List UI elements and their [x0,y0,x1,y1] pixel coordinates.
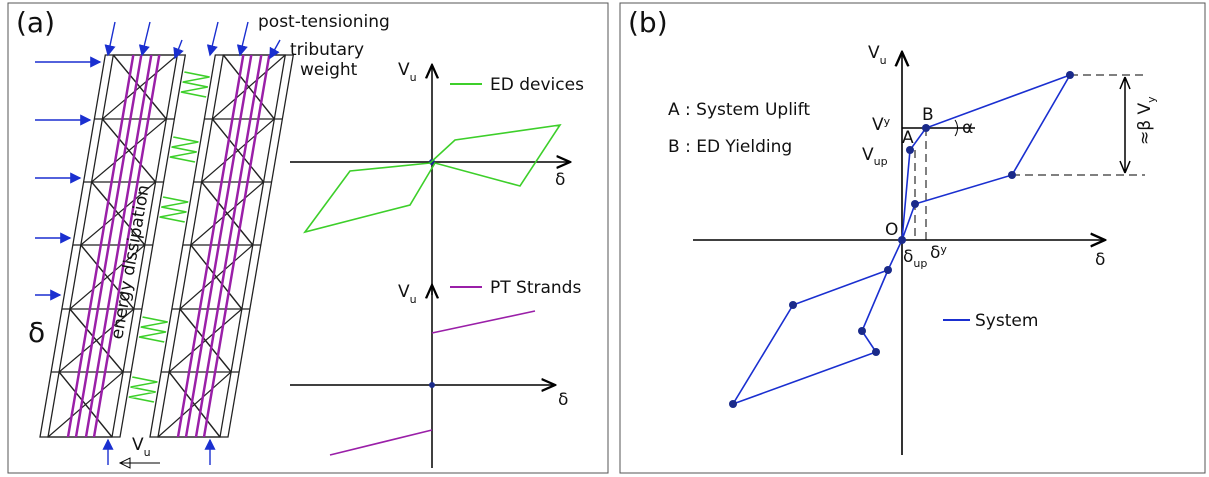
y-label: Vu [398,60,417,84]
delta-y: δy [930,243,947,263]
delta-up: δup [903,247,927,270]
x-label: δ [558,390,568,410]
origin: O [885,220,898,240]
symbol: V [398,282,410,302]
subscript: y [1145,96,1158,103]
subscript: u [410,293,417,306]
subscript: up [874,155,888,168]
post-tensioning-label: post-tensioning [258,12,390,32]
point-a: A [902,128,914,148]
point-b: B [922,105,934,125]
vup-label: Vup [862,145,888,168]
beta-vy: ≈β Vy [1135,96,1158,145]
x-label: δ [555,170,565,190]
symbol: V [398,60,410,80]
legend: PT Strands [490,278,581,298]
vy-label: Vy [872,115,891,135]
drift-label: δ [28,316,45,349]
x-label: δ [1095,250,1105,270]
tributary-label: tributary [290,40,364,60]
base-shear-label: Vu [132,435,151,459]
load-arrows [35,22,280,465]
panel-b: (b) Vu δ A : System Uplift B : ED Yieldi… [620,3,1205,473]
symbol: δ [930,243,940,263]
alpha: α [962,118,973,138]
y-label: Vu [868,43,887,67]
subscript: u [144,446,151,459]
panel-label: (b) [628,6,668,39]
series-legend: System [975,311,1038,331]
panel-border [620,3,1205,473]
figure: (a) post-tensioning tributary weight δ V… [0,0,1209,477]
subscript: u [410,71,417,84]
ed-plot: Vu δ ED devices [290,60,584,295]
panel-label: (a) [16,6,55,39]
symbol: V [862,145,874,165]
shear-arrow [120,458,160,468]
symbol: V [132,435,144,455]
legend: ED devices [490,75,584,95]
legend-a: A : System Uplift [668,100,810,120]
symbol: V [868,43,880,63]
prefix: ≈β V [1135,103,1155,145]
pt-plot: Vu δ PT Strands [290,278,581,468]
panel-a: (a) post-tensioning tributary weight δ V… [8,3,608,473]
subscript: u [880,54,887,67]
subscript: y [884,115,891,128]
subscript: y [940,243,947,256]
subscript: up [913,257,927,270]
y-label: Vu [398,282,417,306]
legend-b: B : ED Yielding [668,137,792,157]
weight-label: weight [300,60,358,80]
symbol: δ [903,247,913,267]
frames [40,55,293,437]
symbol: V [872,115,884,135]
